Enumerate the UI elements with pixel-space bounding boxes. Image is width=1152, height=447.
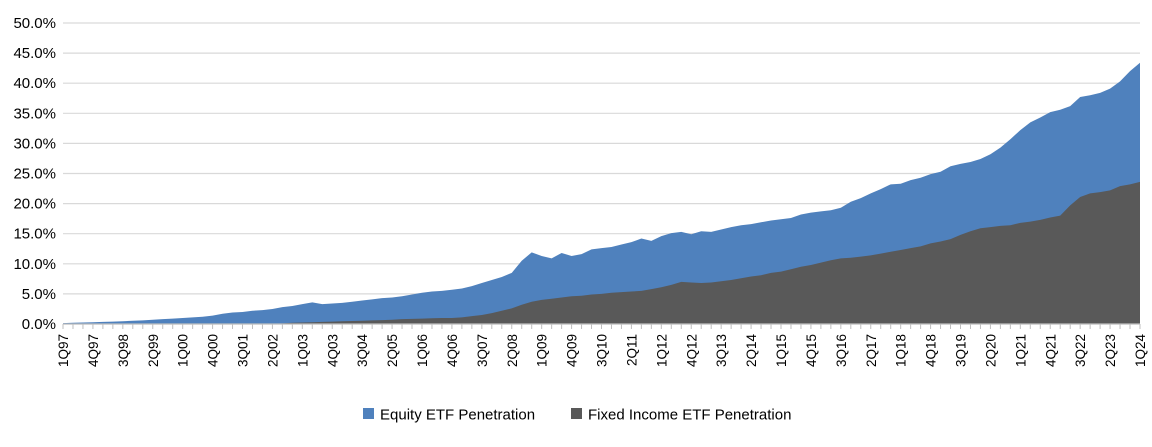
x-axis-label: 1Q06 <box>415 334 430 367</box>
x-axis-label: 2Q11 <box>624 334 639 366</box>
x-axis-label: 1Q09 <box>535 334 550 367</box>
x-axis-tick-labels: 1Q97 4Q97 3Q98 2Q99 1Q00 4Q00 3Q01 2Q02 1Q03 4Q03… <box>56 334 1148 368</box>
x-axis-label: 3Q19 <box>954 334 969 367</box>
x-axis-label: 2Q17 <box>864 334 879 367</box>
legend-swatch-fixed-income <box>571 408 582 419</box>
x-axis-label: 3Q01 <box>236 334 251 367</box>
x-axis-label: 1Q03 <box>295 334 310 367</box>
x-axis-label: 4Q00 <box>206 334 221 367</box>
x-axis-label: 2Q02 <box>265 334 280 367</box>
y-axis-label: 15.0% <box>13 226 56 243</box>
x-axis-label: 4Q03 <box>325 334 340 367</box>
x-axis-label: 4Q12 <box>684 334 699 367</box>
x-axis-label: 3Q22 <box>1073 334 1088 367</box>
x-axis-label: 3Q04 <box>355 334 370 368</box>
x-axis-label: 4Q09 <box>565 334 580 367</box>
x-axis-label: 3Q10 <box>595 334 610 367</box>
x-axis-label: 4Q18 <box>924 334 939 367</box>
y-axis-label: 45.0% <box>13 45 56 62</box>
x-axis-label: 1Q12 <box>654 334 669 367</box>
y-axis-label: 35.0% <box>13 105 56 122</box>
x-axis-label: 1Q24 <box>1133 334 1148 368</box>
gridlines <box>63 22 1140 325</box>
y-axis-label: 0.0% <box>22 316 56 333</box>
x-axis-label: 4Q06 <box>445 334 460 367</box>
y-axis-label: 25.0% <box>13 166 56 183</box>
y-axis-tick-labels: 0.0% 5.0% 10.0% 15.0% 20.0% 25.0% 30.0% 35.0% 40… <box>13 15 56 333</box>
x-axis-label: 2Q14 <box>744 334 759 368</box>
x-axis-label: 4Q15 <box>804 334 819 367</box>
x-axis-label: 3Q98 <box>116 334 131 367</box>
x-axis-label: 2Q08 <box>505 334 520 367</box>
legend: Equity ETF Penetration Fixed Income ETF … <box>363 407 791 424</box>
x-axis-label: 1Q21 <box>1013 334 1028 367</box>
x-axis-label: 2Q23 <box>1103 334 1118 367</box>
y-axis-label: 10.0% <box>13 256 56 273</box>
x-axis-tick-marks <box>62 324 1141 329</box>
x-axis-label: 4Q21 <box>1043 334 1058 367</box>
y-axis-label: 20.0% <box>13 196 56 213</box>
y-axis-label: 50.0% <box>13 15 56 32</box>
legend-label-fixed-income: Fixed Income ETF Penetration <box>588 407 791 424</box>
x-axis-label: 1Q00 <box>176 334 191 367</box>
x-axis-label: 1Q18 <box>894 334 909 367</box>
x-axis-label: 1Q15 <box>774 334 789 367</box>
fixed-income-area-series <box>63 181 1140 324</box>
y-axis-label: 30.0% <box>13 135 56 152</box>
x-axis-label: 4Q97 <box>86 334 101 367</box>
x-axis-label: 3Q16 <box>834 334 849 367</box>
y-axis-label: 40.0% <box>13 75 56 92</box>
y-axis-label: 5.0% <box>22 286 56 303</box>
x-axis-label: 3Q07 <box>475 334 490 367</box>
x-axis-label: 2Q05 <box>385 334 400 367</box>
x-axis-label: 3Q13 <box>714 334 729 367</box>
x-axis-label: 2Q20 <box>983 334 998 367</box>
x-axis-label: 2Q99 <box>146 334 161 367</box>
legend-label-equity: Equity ETF Penetration <box>380 407 535 424</box>
legend-swatch-equity <box>363 408 374 419</box>
x-axis-label: 1Q97 <box>56 334 71 367</box>
